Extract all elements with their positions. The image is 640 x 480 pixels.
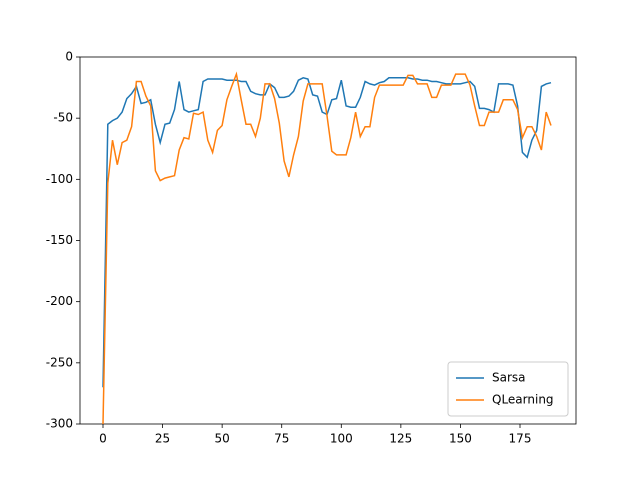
legend-label: QLearning	[492, 393, 554, 407]
x-tick-label: 25	[155, 432, 170, 446]
series-line	[102, 71, 552, 425]
x-tick-label: 50	[214, 432, 229, 446]
x-tick-label: 100	[330, 432, 353, 446]
series-line	[102, 77, 552, 388]
y-tick-label: -300	[46, 417, 73, 431]
y-tick-label: 0	[65, 50, 73, 64]
x-tick-label: 0	[99, 432, 107, 446]
legend-label: Sarsa	[492, 371, 526, 385]
y-tick-label: -100	[46, 172, 73, 186]
legend-box	[447, 361, 569, 417]
x-tick-label: 125	[389, 432, 412, 446]
x-tick-label: 175	[509, 432, 532, 446]
x-tick-label: 150	[449, 432, 472, 446]
y-tick-label: -50	[53, 111, 73, 125]
y-tick-label: -250	[46, 355, 73, 369]
y-tick-label: -200	[46, 294, 73, 308]
x-tick-label: 75	[274, 432, 289, 446]
y-tick-label: -150	[46, 233, 73, 247]
